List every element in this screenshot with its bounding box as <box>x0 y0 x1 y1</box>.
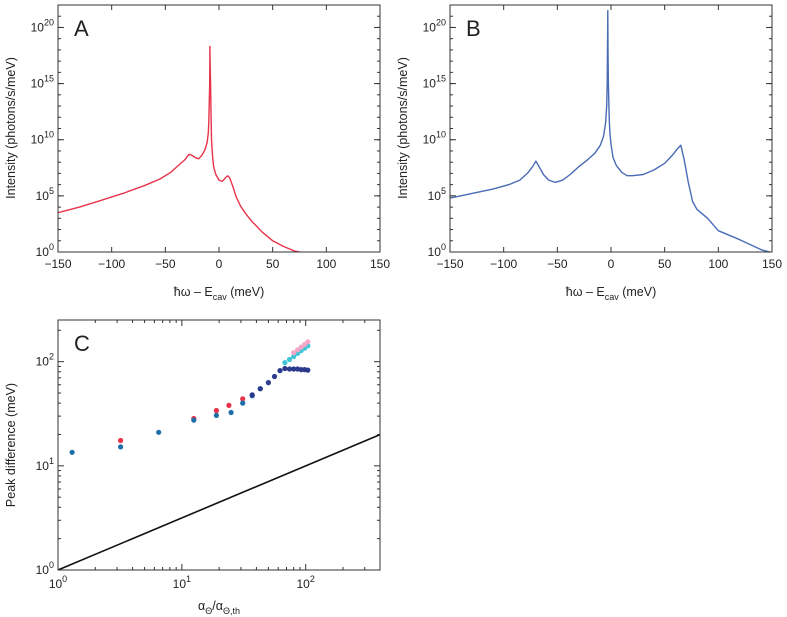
panel-c-frame <box>57 319 381 571</box>
panel-b-xtick-label: 50 <box>658 257 672 271</box>
panel-a-xtick-label: 50 <box>266 257 280 271</box>
panel-c-ytick-label: 100 <box>36 560 54 577</box>
panel-a-ylabel: Intensity (photons/s/meV) <box>4 57 18 199</box>
panel-c-point-pink <box>291 350 297 356</box>
panel-c-reference-line <box>57 433 381 571</box>
panel-c-point-blue <box>118 444 124 450</box>
panel-c: C 100 101 102 100 101 102 αΘ/αΘ,th Peak diffe… <box>4 319 381 616</box>
panel-b-frame <box>449 4 773 253</box>
panel-a-letter: A <box>74 16 89 41</box>
panel-c-point-blue <box>191 417 197 423</box>
panel-c-ytick-label: 102 <box>36 352 54 369</box>
panel-c-point-pink <box>295 347 301 353</box>
panel-a-xtick-label: 150 <box>370 257 390 271</box>
panel-b-xtick-label: 0 <box>608 257 615 271</box>
panel-b-xtick-label: −150 <box>436 257 463 271</box>
panel-b-xtick-label: −100 <box>490 257 517 271</box>
panel-c-xtick-label: 101 <box>173 574 191 591</box>
panel-c-point-cyan <box>282 360 288 366</box>
panel-a: A −150 −100 −50 0 50 100 150 100 105 1010 1015 1020… <box>4 4 390 302</box>
panel-c-point-navy <box>249 392 255 398</box>
panel-c-point-navy <box>305 367 311 373</box>
panel-a-ytick-label: 1015 <box>31 74 54 91</box>
panel-c-point-red <box>213 407 219 414</box>
panel-b-ytick-label: 105 <box>428 186 446 203</box>
panel-b-ytick-label: 1010 <box>423 130 446 147</box>
panel-c-point-cyan <box>295 350 301 356</box>
panel-c-letter: C <box>74 331 90 356</box>
panel-c-point-red <box>226 402 232 408</box>
panel-a-frame <box>57 4 381 253</box>
panel-b-xtick-label: −50 <box>547 257 568 271</box>
panel-c-point-blue <box>228 409 234 416</box>
panel-c-point-blue <box>69 449 75 455</box>
panel-a-xtick-label: 100 <box>316 257 336 271</box>
panel-c-point-blue <box>213 412 219 418</box>
panel-c-xlabel: αΘ/αΘ,th <box>198 599 240 616</box>
panel-a-xtick-label: 0 <box>216 257 223 271</box>
panel-c-point-pink <box>305 339 311 345</box>
panel-a-xtick-label: −100 <box>98 257 125 271</box>
panel-b-ytick-label: 100 <box>428 242 446 259</box>
panel-c-point-navy <box>265 380 271 386</box>
panel-c-point-navy <box>257 386 263 392</box>
panel-c-point-cyan <box>291 353 297 360</box>
panel-c-point-navy <box>282 365 288 372</box>
panel-b-xlabel: ħω – Ecav (meV) <box>566 285 656 302</box>
panel-a-xtick-label: −50 <box>155 257 176 271</box>
panel-b-ylabel: Intensity (photons/s/meV) <box>396 57 410 199</box>
panel-a-xtick-label: −150 <box>44 257 71 271</box>
panel-b-series-line <box>450 9 771 252</box>
panel-c-point-navy <box>286 366 293 372</box>
panel-b-xtick-label: 100 <box>708 257 728 271</box>
panel-c-xtick-label: 102 <box>297 574 315 591</box>
panel-b-ytick-label: 1015 <box>423 74 446 91</box>
panel-c-point-red <box>240 396 246 402</box>
panel-c-point-red <box>118 437 124 444</box>
panel-c-ytick-label: 101 <box>36 456 54 473</box>
panel-c-point-blue <box>240 400 246 406</box>
panel-b-ytick-label: 1020 <box>423 17 446 34</box>
panel-c-point-navy <box>277 368 283 374</box>
panel-b-xtick-label: 150 <box>762 257 782 271</box>
panel-a-ytick-label: 105 <box>36 186 54 203</box>
panel-b: B −150 −100 −50 0 50 100 150 100 105 1010 1015 1020… <box>396 4 782 302</box>
panel-c-xtick-label: 100 <box>49 574 67 591</box>
panel-a-series-line <box>58 45 304 252</box>
panel-b-letter: B <box>466 16 481 41</box>
panel-a-ytick-label: 1020 <box>31 17 54 34</box>
panel-c-point-cyan <box>286 356 293 363</box>
panel-a-ytick-label: 1010 <box>31 130 54 147</box>
panel-c-point-navy <box>291 366 297 372</box>
panel-c-ylabel: Peak difference (meV) <box>4 383 18 507</box>
panel-c-point-navy <box>271 373 278 380</box>
panel-a-ytick-label: 100 <box>36 242 54 259</box>
panel-c-point-blue <box>156 429 162 435</box>
panel-a-xlabel: ħω – Ecav (meV) <box>174 285 264 302</box>
